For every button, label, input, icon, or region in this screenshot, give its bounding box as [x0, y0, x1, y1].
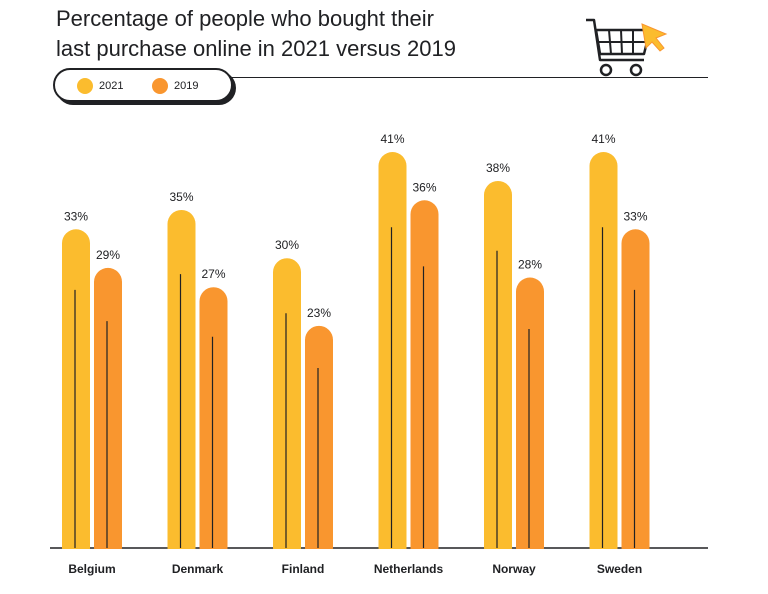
bar-finland-2021	[273, 258, 301, 562]
value-label-belgium-2021: 33%	[64, 209, 88, 223]
labels-group: 33% 29% Belgium 35% 27% Denmark 30% 23% Finland 4…	[64, 132, 648, 576]
legend-swatch-2021	[77, 78, 93, 94]
value-label-denmark-2021: 35%	[169, 190, 193, 204]
bar-denmark-2021	[167, 209, 196, 562]
value-label-netherlands-2019: 36%	[412, 180, 436, 194]
bar-netherlands-2021	[378, 152, 407, 562]
value-label-sweden-2019: 33%	[623, 209, 647, 223]
category-label-netherlands: Netherlands	[374, 562, 444, 576]
bar-norway-2019	[516, 277, 544, 562]
shopping-cart-icon	[586, 18, 668, 77]
bar-norway-2021	[484, 180, 512, 562]
value-label-norway-2019: 28%	[518, 258, 542, 272]
chart-title: Percentage of people who bought their la…	[56, 4, 576, 64]
value-label-finland-2019: 23%	[307, 306, 331, 320]
category-label-finland: Finland	[282, 562, 325, 576]
bars-group	[50, 152, 710, 569]
legend-divider-line	[230, 77, 708, 78]
bar-denmark-2019	[199, 287, 228, 562]
legend-label-2021: 2021	[99, 80, 124, 92]
bar-belgium-2019	[94, 267, 122, 562]
value-label-finland-2021: 30%	[275, 238, 299, 252]
value-label-netherlands-2021: 41%	[380, 132, 404, 146]
legend-item-2021: 2021	[77, 78, 123, 94]
value-label-denmark-2019: 27%	[201, 267, 225, 281]
value-label-belgium-2019: 29%	[96, 248, 120, 262]
value-label-sweden-2021: 41%	[591, 132, 615, 146]
bar-sweden-2021	[589, 152, 618, 562]
bar-netherlands-2019	[410, 200, 439, 563]
cursor-arrow-icon	[641, 23, 668, 52]
category-label-belgium: Belgium	[68, 562, 115, 576]
baseline-mask	[50, 549, 710, 569]
category-label-norway: Norway	[492, 562, 536, 576]
bar-sweden-2019	[621, 229, 650, 562]
chart-title-line-1: Percentage of people who bought their	[56, 6, 434, 31]
legend-swatch-2019	[152, 78, 168, 94]
value-label-norway-2021: 38%	[486, 161, 510, 175]
bar-finland-2019	[305, 325, 333, 562]
category-label-sweden: Sweden	[597, 562, 642, 576]
category-label-denmark: Denmark	[172, 562, 224, 576]
legend-item-2019: 2019	[152, 78, 198, 94]
legend: 2021 2019	[53, 68, 233, 102]
legend-label-2019: 2019	[174, 80, 199, 92]
bar-belgium-2021	[62, 229, 90, 562]
chart-title-line-2: last purchase online in 2021 versus 2019	[56, 36, 456, 61]
